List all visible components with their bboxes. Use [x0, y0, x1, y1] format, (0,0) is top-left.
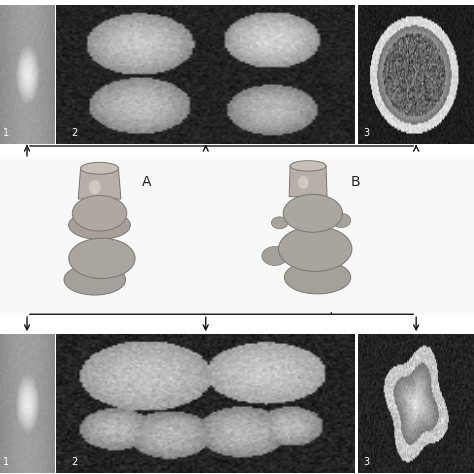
Text: 3: 3: [364, 457, 370, 467]
Ellipse shape: [290, 161, 326, 171]
Ellipse shape: [81, 162, 118, 174]
Ellipse shape: [69, 211, 130, 239]
Ellipse shape: [271, 217, 288, 229]
Text: 1: 1: [3, 128, 9, 137]
Polygon shape: [78, 168, 121, 199]
Ellipse shape: [64, 264, 126, 295]
Text: A: A: [142, 175, 152, 190]
Ellipse shape: [298, 176, 309, 189]
Ellipse shape: [69, 238, 135, 279]
Text: 1: 1: [3, 457, 9, 467]
Text: 3: 3: [364, 128, 370, 137]
Text: 2: 2: [71, 457, 77, 467]
Text: B: B: [351, 175, 360, 190]
Text: 2: 2: [71, 128, 77, 137]
Ellipse shape: [72, 195, 127, 231]
Ellipse shape: [284, 261, 351, 294]
Ellipse shape: [332, 213, 351, 228]
Ellipse shape: [279, 227, 352, 271]
Ellipse shape: [262, 246, 288, 265]
Polygon shape: [289, 166, 327, 197]
FancyBboxPatch shape: [0, 159, 474, 313]
Ellipse shape: [89, 180, 100, 194]
Ellipse shape: [283, 194, 342, 232]
